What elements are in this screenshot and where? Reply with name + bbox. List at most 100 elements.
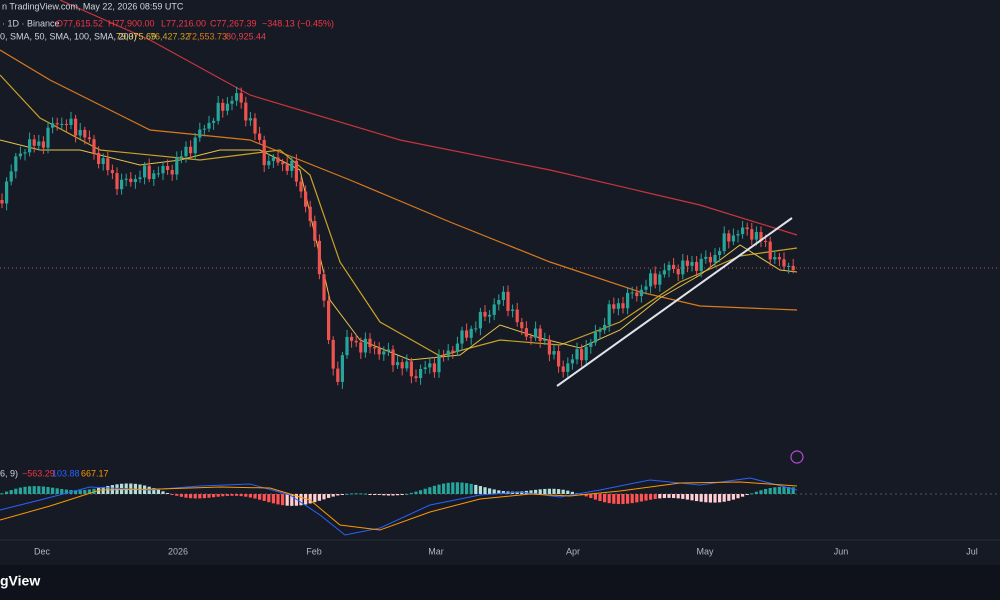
macd-bar bbox=[635, 494, 639, 503]
candle-body bbox=[340, 355, 344, 382]
candle-body bbox=[511, 309, 515, 311]
candle-body bbox=[598, 330, 602, 332]
macd-bar bbox=[616, 494, 620, 505]
macd-bar bbox=[708, 494, 712, 503]
macd-bar bbox=[230, 494, 234, 496]
candle-body bbox=[317, 240, 321, 275]
candle-body bbox=[271, 157, 275, 161]
candle-body bbox=[216, 102, 220, 121]
alert-icon[interactable] bbox=[790, 450, 804, 464]
candle-body bbox=[437, 355, 441, 373]
macd-bar bbox=[354, 493, 358, 495]
candle-body bbox=[350, 336, 354, 341]
candle-body bbox=[442, 355, 446, 357]
candle-body bbox=[787, 265, 791, 267]
macd-bar bbox=[676, 494, 680, 499]
candle-body bbox=[115, 173, 119, 190]
macd-bar bbox=[317, 494, 321, 501]
candle-body bbox=[708, 256, 712, 263]
candle-body bbox=[534, 328, 538, 338]
macd-bar bbox=[216, 494, 220, 497]
time-axis: Dec 2026 Feb Mar Apr May Jun Jul bbox=[34, 546, 978, 556]
macd-bar bbox=[791, 487, 795, 494]
macd-bar bbox=[538, 489, 542, 494]
macd-bar bbox=[446, 482, 450, 494]
candle-body bbox=[170, 170, 174, 175]
candle-body bbox=[626, 292, 630, 309]
sma-value: 79,375.69 bbox=[116, 31, 156, 41]
candle-body bbox=[179, 156, 183, 158]
macd-bar bbox=[46, 487, 50, 494]
candle-body bbox=[78, 129, 82, 136]
candle-body bbox=[294, 160, 298, 182]
candle-body bbox=[336, 368, 340, 382]
macd-bar bbox=[488, 488, 492, 494]
candle-body bbox=[262, 139, 266, 166]
candle-body bbox=[331, 339, 335, 369]
macd-bar bbox=[281, 494, 285, 506]
candle-body bbox=[60, 124, 64, 126]
time-label: Feb bbox=[306, 546, 322, 556]
candle-body bbox=[225, 103, 229, 111]
candle-body bbox=[304, 191, 308, 207]
candle-body bbox=[658, 274, 662, 285]
macd-bar bbox=[727, 494, 731, 501]
macd-bar bbox=[621, 494, 625, 505]
candle-body bbox=[451, 350, 455, 352]
candle-body bbox=[672, 264, 676, 270]
candle-body bbox=[64, 124, 68, 126]
macd-bar bbox=[244, 494, 248, 497]
candle-body bbox=[106, 158, 110, 171]
macd-bar bbox=[115, 484, 119, 494]
macd-bar bbox=[589, 494, 593, 499]
macd-bar bbox=[267, 494, 271, 503]
candle-body bbox=[46, 127, 50, 148]
candle-body bbox=[258, 133, 262, 140]
candle-body bbox=[152, 173, 156, 180]
candle-body bbox=[322, 274, 326, 301]
macd-bar bbox=[166, 492, 170, 494]
ohlc-open: O77,615.52 bbox=[56, 18, 103, 28]
macd-bar bbox=[543, 488, 547, 494]
macd-label: 6, 9) bbox=[0, 468, 18, 478]
macd-bar bbox=[179, 494, 183, 497]
macd-bar bbox=[649, 494, 653, 500]
macd-bar bbox=[483, 487, 487, 494]
candle-body bbox=[764, 240, 768, 242]
macd-bar bbox=[690, 494, 694, 501]
candle-body bbox=[685, 260, 689, 266]
candle-body bbox=[423, 367, 427, 369]
macd-bar bbox=[768, 487, 772, 494]
candle-body bbox=[483, 311, 487, 317]
candles bbox=[0, 86, 795, 389]
macd-bar bbox=[736, 494, 740, 499]
macd-bar bbox=[722, 494, 726, 502]
candle-body bbox=[741, 227, 745, 235]
macd-bar bbox=[152, 488, 156, 494]
macd-bar bbox=[28, 486, 32, 494]
macd-bar bbox=[290, 494, 294, 506]
candle-body bbox=[285, 164, 289, 171]
candle-body bbox=[161, 166, 165, 174]
candle-body bbox=[561, 366, 565, 372]
candle-body bbox=[0, 200, 4, 204]
candle-body bbox=[41, 141, 45, 148]
macd-bar bbox=[202, 494, 206, 499]
macd-bar bbox=[207, 494, 211, 498]
candle-body bbox=[497, 299, 501, 305]
candle-body bbox=[621, 303, 625, 309]
macd-bar bbox=[55, 488, 59, 494]
macd-bar bbox=[731, 494, 735, 500]
macd-bar bbox=[612, 494, 616, 504]
candle-body bbox=[184, 146, 188, 157]
macd-bar bbox=[672, 494, 676, 499]
macd-bar bbox=[570, 491, 574, 494]
candle-body bbox=[428, 363, 432, 368]
macd-bar bbox=[787, 486, 791, 494]
time-label: Jul bbox=[966, 546, 978, 556]
candle-body bbox=[543, 339, 547, 341]
candle-body bbox=[239, 93, 243, 103]
macd-bar bbox=[299, 494, 303, 506]
candle-body bbox=[695, 261, 699, 271]
